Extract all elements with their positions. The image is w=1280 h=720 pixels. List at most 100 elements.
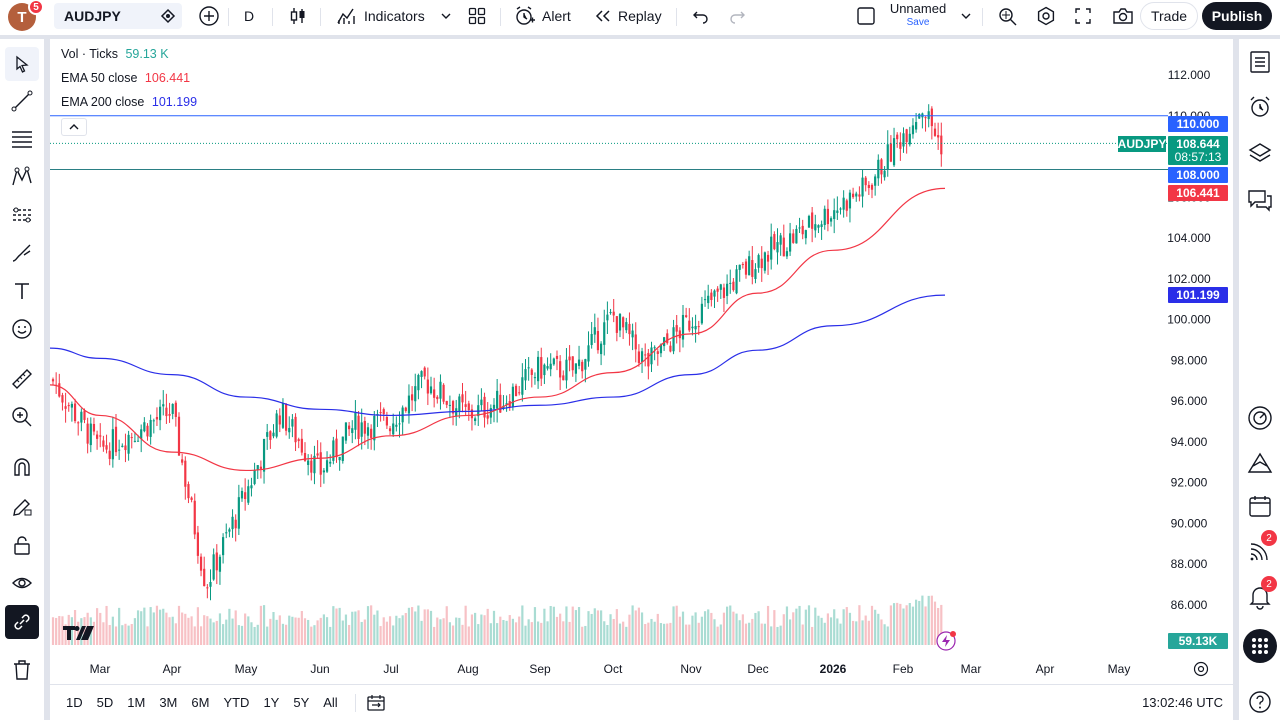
user-avatar[interactable]: T 5 bbox=[8, 0, 44, 31]
range-button-1y[interactable]: 1Y bbox=[263, 695, 280, 710]
layout-name-button[interactable]: Unnamed Save bbox=[880, 2, 956, 30]
volume-bar bbox=[181, 612, 184, 645]
volume-bar bbox=[656, 613, 659, 645]
tradingview-logo[interactable] bbox=[63, 626, 94, 640]
volume-bar bbox=[303, 618, 307, 645]
time-axis[interactable]: Mar Apr May Jun Jul Aug Sep Oct Nov Dec 2026 Feb Mar… bbox=[90, 662, 1131, 676]
watchlist-button[interactable] bbox=[1245, 47, 1275, 77]
range-button-3m[interactable]: 3M bbox=[159, 695, 178, 710]
publish-button[interactable]: Publish bbox=[1202, 2, 1272, 30]
plus-circle-icon bbox=[199, 6, 219, 26]
sync-drawings-tool[interactable] bbox=[5, 605, 39, 639]
ema50-legend[interactable]: EMA 50 close 106.441 bbox=[61, 71, 190, 85]
volume-bar bbox=[404, 612, 407, 645]
candle-body bbox=[146, 425, 149, 437]
add-symbol-button[interactable] bbox=[190, 2, 228, 30]
chart-type-button[interactable] bbox=[280, 2, 316, 30]
volume-bar bbox=[470, 614, 474, 645]
notifications-button[interactable]: 2 bbox=[1245, 576, 1277, 612]
candle-body bbox=[470, 409, 474, 419]
range-button-all[interactable]: All bbox=[323, 695, 338, 710]
indicators-button[interactable]: Indicators bbox=[328, 2, 433, 30]
products-button[interactable] bbox=[1243, 629, 1277, 663]
emoji-tool[interactable] bbox=[5, 312, 39, 346]
range-button-ytd[interactable]: YTD bbox=[223, 695, 250, 710]
symbol-search[interactable]: AUDJPY bbox=[54, 3, 182, 29]
candle-body bbox=[606, 314, 609, 321]
candlestick-series bbox=[51, 104, 943, 601]
cursor-tool[interactable] bbox=[5, 47, 39, 81]
collapse-legend-button[interactable] bbox=[61, 118, 87, 136]
goto-settings-icon[interactable] bbox=[1193, 661, 1209, 677]
candle-body bbox=[833, 210, 836, 220]
range-button-1m[interactable]: 1M bbox=[127, 695, 146, 710]
candle-body bbox=[666, 333, 669, 344]
candle-body bbox=[584, 359, 587, 370]
calendar-button[interactable] bbox=[1245, 491, 1275, 521]
remove-drawings-tool[interactable] bbox=[5, 653, 39, 687]
pattern-tool[interactable] bbox=[5, 160, 39, 194]
snapshot-button[interactable] bbox=[1104, 2, 1142, 30]
trend-line-tool[interactable] bbox=[5, 84, 39, 118]
compare-icon[interactable] bbox=[160, 8, 176, 24]
indicators-icon bbox=[337, 8, 355, 24]
volume-bar bbox=[275, 619, 278, 645]
price-chart[interactable]: 112.000110.000108.000106.000104.000102.0… bbox=[50, 39, 1233, 684]
widget-bar: 2 2 bbox=[1239, 39, 1280, 720]
volume-bar bbox=[770, 626, 773, 645]
text-tool[interactable] bbox=[5, 274, 39, 308]
candle-body bbox=[111, 429, 114, 460]
redo-button[interactable] bbox=[720, 2, 754, 30]
quick-search-button[interactable] bbox=[990, 2, 1026, 30]
lightning-icon[interactable] bbox=[936, 631, 956, 651]
volume-bar bbox=[927, 595, 930, 645]
brush-tool[interactable] bbox=[5, 236, 39, 270]
alert-button[interactable]: Alert bbox=[506, 2, 579, 30]
volume-bar bbox=[83, 617, 86, 645]
candle-body bbox=[678, 330, 681, 339]
forecast-tool[interactable] bbox=[5, 198, 39, 232]
range-button-1d[interactable]: 1D bbox=[66, 695, 83, 710]
candle-body bbox=[713, 290, 716, 297]
news-button[interactable]: 2 bbox=[1245, 530, 1277, 566]
range-button-5d[interactable]: 5D bbox=[96, 695, 114, 710]
time-tick: Sep bbox=[529, 662, 551, 676]
replay-button[interactable]: Replay bbox=[586, 2, 670, 30]
candle-body bbox=[155, 417, 159, 420]
range-button-6m[interactable]: 6M bbox=[191, 695, 210, 710]
indicators-dropdown[interactable] bbox=[432, 2, 460, 30]
volume-bar bbox=[659, 623, 663, 645]
fib-tool[interactable] bbox=[5, 122, 39, 156]
interval-button[interactable]: D bbox=[244, 8, 255, 24]
zoom-tool[interactable] bbox=[5, 400, 39, 434]
chats-button[interactable] bbox=[1245, 185, 1275, 215]
undo-button[interactable] bbox=[684, 2, 718, 30]
volume-bar bbox=[789, 619, 792, 645]
fullscreen-button[interactable] bbox=[1066, 2, 1100, 30]
measure-tool[interactable] bbox=[5, 362, 39, 396]
search-sparkle-icon bbox=[999, 8, 1017, 26]
candle-body bbox=[165, 407, 168, 417]
volume-legend[interactable]: Vol · Ticks 59.13 K bbox=[61, 47, 169, 61]
magnet-tool[interactable] bbox=[5, 450, 39, 484]
layouts-button[interactable] bbox=[460, 2, 494, 30]
technicals-button[interactable] bbox=[1245, 403, 1275, 433]
date-range-button[interactable] bbox=[366, 694, 386, 712]
lock-tool[interactable] bbox=[5, 528, 39, 562]
object-tree-button[interactable] bbox=[1245, 138, 1275, 168]
help-button[interactable] bbox=[1245, 687, 1275, 717]
ideas-button[interactable] bbox=[1245, 448, 1275, 478]
price-label: 59.13K bbox=[1168, 633, 1228, 649]
layout-menu-button[interactable] bbox=[952, 2, 980, 30]
clock[interactable]: 13:02:46 UTC bbox=[1142, 695, 1223, 710]
range-button-5y[interactable]: 5Y bbox=[293, 695, 310, 710]
hide-tool[interactable] bbox=[5, 566, 39, 600]
lock-drawings-edit-tool[interactable] bbox=[5, 490, 39, 524]
alerts-panel-button[interactable] bbox=[1245, 92, 1275, 122]
volume-bar bbox=[552, 606, 555, 645]
trade-button[interactable]: Trade bbox=[1140, 2, 1198, 30]
layout-checkbox[interactable] bbox=[848, 2, 884, 30]
volume-bar bbox=[826, 613, 829, 645]
ema200-legend[interactable]: EMA 200 close 101.199 bbox=[61, 95, 197, 109]
settings-button[interactable] bbox=[1028, 2, 1064, 30]
